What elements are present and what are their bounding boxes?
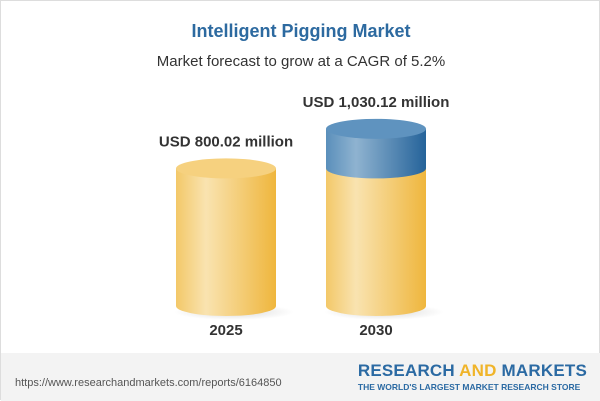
cylinder-2030-base-body <box>326 168 426 316</box>
brand-tagline: THE WORLD'S LARGEST MARKET RESEARCH STOR… <box>357 382 581 392</box>
chart-title: Intelligent Pigging Market <box>191 21 411 41</box>
cylinder-top <box>326 118 426 139</box>
data-label: USD 800.02 million <box>159 133 293 150</box>
cylinder-chart: USD 800.02 million 2025 USD 1,030.12 milli… <box>159 94 450 339</box>
cylinder-2030-growth-body <box>326 128 426 179</box>
cylinder-2025-base-body <box>176 168 276 316</box>
x-tick-label: 2030 <box>359 322 392 339</box>
data-label: USD 1,030.12 million <box>303 94 450 111</box>
source-url[interactable]: https://www.researchandmarkets.com/repor… <box>15 377 282 389</box>
cylinder-top <box>176 158 276 179</box>
chart-subtitle: Market forecast to grow at a CAGR of 5.2… <box>156 53 446 70</box>
x-tick-label: 2025 <box>209 322 242 339</box>
footer: https://www.researchandmarkets.com/repor… <box>1 353 600 401</box>
brand-logo: RESEARCH AND MARKETS THE WORLD'S LARGEST… <box>357 361 587 392</box>
